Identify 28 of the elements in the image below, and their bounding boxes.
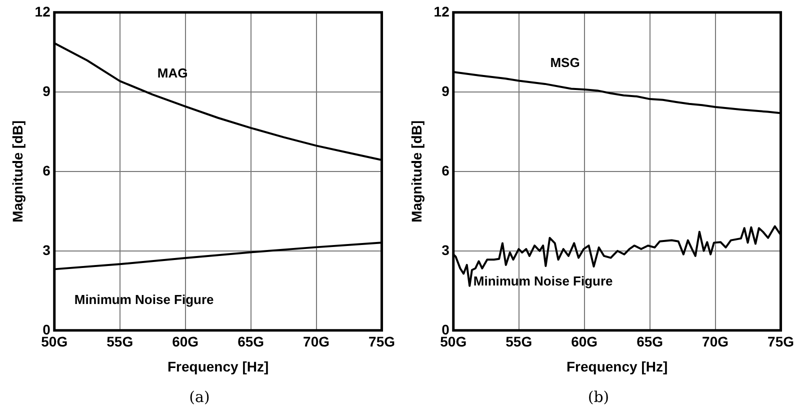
x-tick-label: 60G bbox=[571, 334, 598, 350]
series-label: MAG bbox=[157, 66, 188, 81]
y-tick-label: 9 bbox=[442, 82, 450, 99]
x-tick-label: 65G bbox=[636, 334, 664, 350]
y-tick-label: 6 bbox=[442, 162, 450, 178]
x-tick-label: 70G bbox=[303, 334, 330, 350]
series-label: Minimum Noise Figure bbox=[473, 274, 613, 289]
x-tick-label: 65G bbox=[238, 334, 264, 350]
y-tick-label: 9 bbox=[42, 82, 51, 99]
y-tick-label: 12 bbox=[434, 3, 450, 20]
x-tick-label: 55G bbox=[106, 334, 134, 350]
y-tick-label: 6 bbox=[42, 162, 51, 178]
x-axis-title: Frequency [Hz] bbox=[168, 358, 269, 374]
series-label: Minimum Noise Figure bbox=[74, 292, 214, 308]
x-tick-label: 55G bbox=[506, 334, 532, 350]
x-tick-label: 75G bbox=[368, 334, 396, 350]
series-label: MSG bbox=[550, 55, 580, 70]
y-tick-label: 12 bbox=[34, 3, 51, 20]
y-tick-label: 3 bbox=[442, 242, 450, 258]
text: (a) bbox=[188, 388, 211, 406]
x-tick-label: 70G bbox=[702, 334, 729, 350]
y-axis-title: Magnitude [dB] bbox=[408, 120, 424, 222]
text: (b) bbox=[586, 388, 610, 406]
y-axis-title: Magnitude [dB] bbox=[9, 120, 26, 222]
x-tick-label: 75G bbox=[768, 334, 794, 350]
y-tick-label: 3 bbox=[42, 242, 51, 258]
x-axis-title: Frequency [Hz] bbox=[566, 358, 668, 374]
x-tick-label: 60G bbox=[172, 334, 199, 350]
